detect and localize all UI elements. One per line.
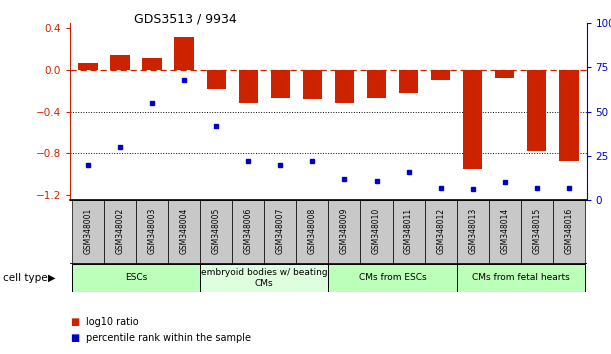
Bar — [425, 200, 456, 264]
Text: GSM348016: GSM348016 — [565, 207, 573, 254]
Bar — [456, 200, 489, 264]
Text: GSM348004: GSM348004 — [180, 207, 189, 254]
Text: GSM348014: GSM348014 — [500, 207, 510, 254]
Bar — [271, 70, 290, 98]
Text: GSM348009: GSM348009 — [340, 207, 349, 254]
Bar — [111, 55, 130, 70]
Bar — [200, 264, 328, 292]
Bar — [360, 200, 392, 264]
Text: GSM348008: GSM348008 — [308, 207, 317, 254]
Bar — [104, 200, 136, 264]
Text: GSM348010: GSM348010 — [372, 207, 381, 254]
Bar — [399, 70, 418, 93]
Text: ■: ■ — [70, 333, 79, 343]
Text: ESCs: ESCs — [125, 273, 147, 282]
Bar — [431, 70, 450, 80]
Bar — [207, 70, 226, 88]
Text: CMs from fetal hearts: CMs from fetal hearts — [472, 273, 569, 282]
Text: GSM348015: GSM348015 — [532, 207, 541, 254]
Bar — [78, 63, 98, 70]
Bar — [303, 70, 322, 99]
Bar — [239, 70, 258, 103]
Bar — [392, 200, 425, 264]
Text: GSM348001: GSM348001 — [84, 207, 92, 254]
Bar — [200, 200, 232, 264]
Text: CMs from ESCs: CMs from ESCs — [359, 273, 426, 282]
Text: GSM348011: GSM348011 — [404, 207, 413, 254]
Bar — [456, 264, 585, 292]
Bar — [559, 70, 579, 161]
Text: GDS3513 / 9934: GDS3513 / 9934 — [134, 12, 237, 25]
Bar — [72, 200, 104, 264]
Bar — [232, 200, 265, 264]
Bar — [175, 36, 194, 70]
Bar — [335, 70, 354, 103]
Bar — [328, 200, 360, 264]
Bar — [265, 200, 296, 264]
Bar — [328, 264, 456, 292]
Bar — [136, 200, 168, 264]
Text: embryoid bodies w/ beating
CMs: embryoid bodies w/ beating CMs — [201, 268, 327, 287]
Bar — [521, 200, 553, 264]
Text: cell type: cell type — [3, 273, 48, 283]
Bar — [168, 200, 200, 264]
Bar — [495, 70, 514, 78]
Text: GSM348002: GSM348002 — [115, 207, 125, 254]
Text: ▶: ▶ — [48, 273, 55, 283]
Bar — [553, 200, 585, 264]
Bar — [142, 58, 162, 70]
Text: GSM348007: GSM348007 — [276, 207, 285, 254]
Text: GSM348005: GSM348005 — [211, 207, 221, 254]
Text: GSM348006: GSM348006 — [244, 207, 253, 254]
Bar — [296, 200, 329, 264]
Bar — [463, 70, 482, 169]
Text: percentile rank within the sample: percentile rank within the sample — [86, 333, 251, 343]
Text: ■: ■ — [70, 317, 79, 327]
Bar — [367, 70, 386, 98]
Text: log10 ratio: log10 ratio — [86, 317, 138, 327]
Bar — [527, 70, 546, 151]
Text: GSM348012: GSM348012 — [436, 207, 445, 254]
Bar — [72, 264, 200, 292]
Bar — [489, 200, 521, 264]
Text: GSM348003: GSM348003 — [147, 207, 156, 254]
Text: GSM348013: GSM348013 — [468, 207, 477, 254]
